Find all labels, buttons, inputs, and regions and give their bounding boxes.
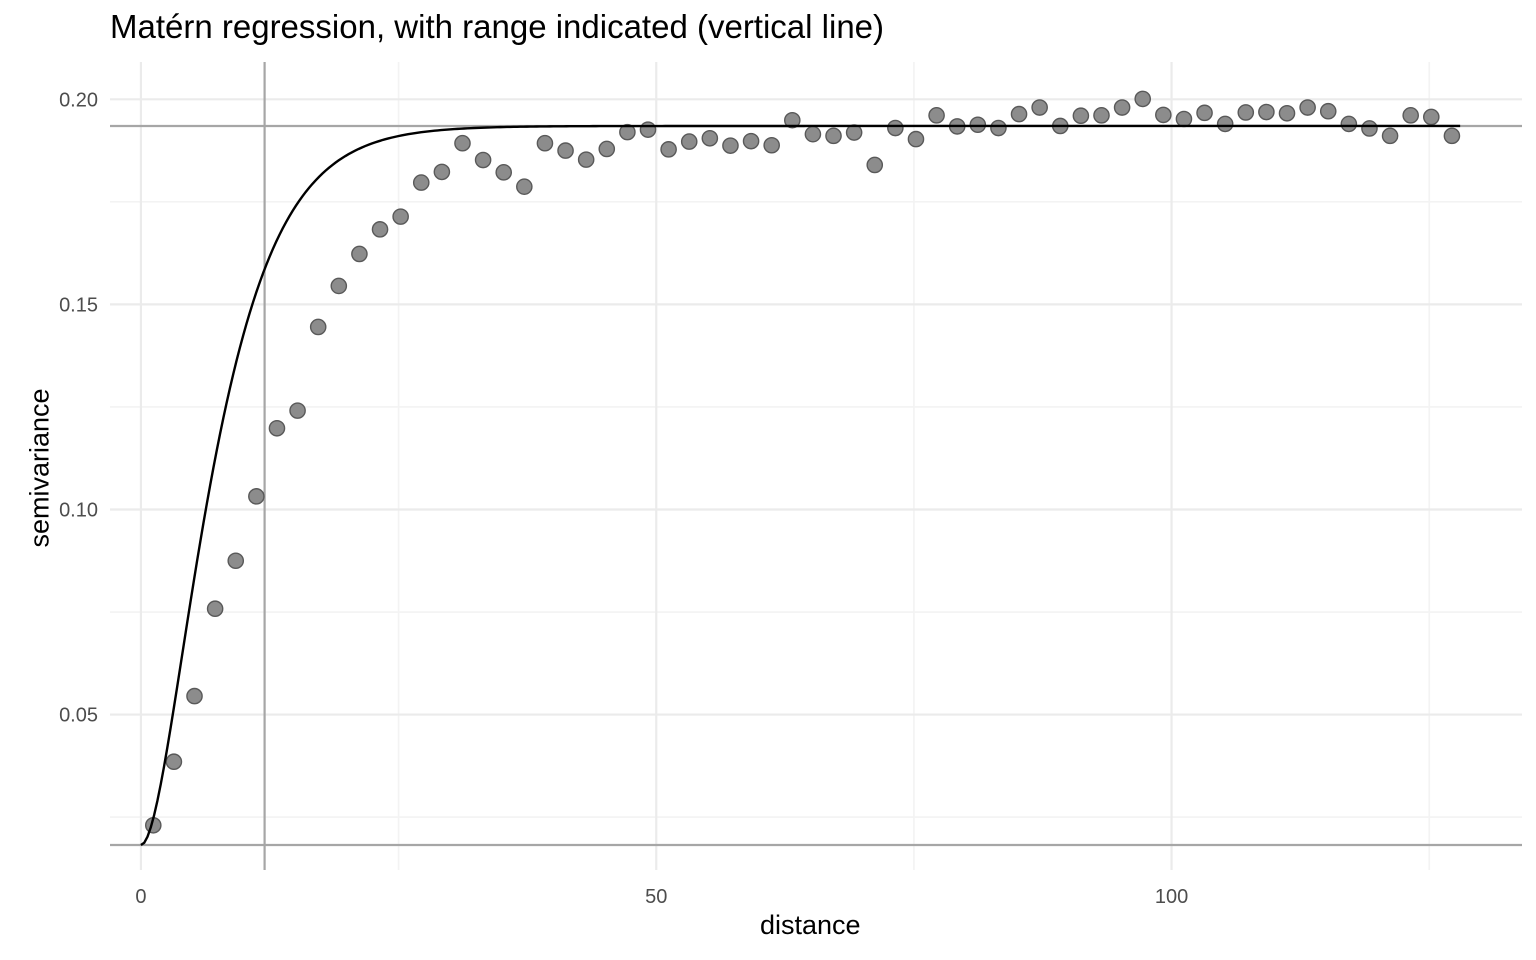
data-point: [907, 130, 925, 148]
data-point: [227, 552, 245, 570]
y-axis-title: semivariance: [24, 388, 55, 548]
data-point: [1216, 115, 1234, 133]
data-point: [1443, 127, 1461, 145]
data-point: [536, 134, 554, 152]
minor-gridlines: [110, 62, 1522, 870]
data-point: [309, 318, 327, 336]
y-tick-label: 0.10: [59, 499, 98, 521]
data-point: [969, 116, 987, 134]
data-point: [722, 137, 739, 154]
data-point: [1361, 120, 1378, 137]
data-point: [412, 174, 430, 191]
data-point: [454, 134, 471, 152]
data-point: [1093, 107, 1110, 124]
data-point: [1381, 127, 1399, 145]
matern-fit-curve: [140, 124, 1461, 846]
data-point: [1175, 110, 1193, 128]
data-point: [474, 151, 492, 169]
x-tick-label: 50: [645, 886, 667, 908]
data-point: [495, 164, 513, 181]
data-point: [845, 124, 863, 141]
data-point: [1010, 105, 1028, 123]
data-point: [804, 125, 822, 143]
data-point: [763, 136, 780, 154]
data-point: [639, 121, 657, 138]
x-tick-labels: 0 50 100: [135, 886, 1188, 908]
y-tick-labels: 0.05 0.10 0.15 0.20: [59, 89, 98, 726]
data-point: [557, 142, 574, 159]
data-point: [268, 419, 286, 437]
data-points: [144, 90, 1461, 834]
data-point: [825, 127, 842, 145]
data-point: [577, 151, 595, 168]
data-point: [330, 277, 348, 295]
y-tick-label: 0.20: [59, 89, 98, 111]
x-tick-label: 100: [1155, 886, 1188, 908]
x-axis-title: distance: [760, 910, 861, 940]
data-point: [1319, 102, 1337, 120]
chart-title: Matérn regression, with range indicated …: [110, 8, 885, 45]
data-point: [1031, 99, 1048, 116]
data-point: [783, 111, 801, 129]
x-tick-label: 0: [135, 886, 146, 908]
data-point: [1155, 106, 1172, 124]
data-point: [1278, 104, 1296, 122]
data-point: [990, 119, 1007, 137]
data-point: [680, 133, 698, 150]
data-point: [1072, 107, 1090, 125]
data-point: [598, 140, 616, 158]
data-point: [742, 132, 760, 150]
y-tick-label: 0.05: [59, 705, 98, 727]
data-point: [433, 163, 451, 181]
major-gridlines: [110, 62, 1522, 870]
data-point: [1340, 115, 1358, 133]
data-point: [701, 129, 719, 147]
data-point: [660, 141, 677, 158]
data-point: [392, 208, 409, 225]
data-point: [887, 119, 904, 137]
data-point: [516, 178, 533, 195]
data-point: [1299, 99, 1316, 116]
data-point: [1237, 104, 1255, 121]
data-point: [206, 600, 224, 618]
data-point: [186, 687, 203, 705]
data-point: [1258, 103, 1275, 121]
data-point: [1113, 99, 1131, 116]
data-point: [1196, 104, 1213, 122]
y-tick-label: 0.15: [59, 294, 98, 316]
data-point: [928, 107, 945, 124]
data-point: [1423, 108, 1440, 126]
data-point: [1402, 107, 1419, 124]
data-point: [866, 156, 884, 174]
data-point: [1134, 90, 1152, 108]
data-point: [289, 402, 306, 419]
data-point: [248, 488, 265, 505]
data-point: [619, 123, 636, 141]
reference-lines: [110, 62, 1522, 870]
data-point: [165, 753, 183, 771]
data-point: [371, 221, 389, 238]
data-point: [351, 245, 368, 263]
